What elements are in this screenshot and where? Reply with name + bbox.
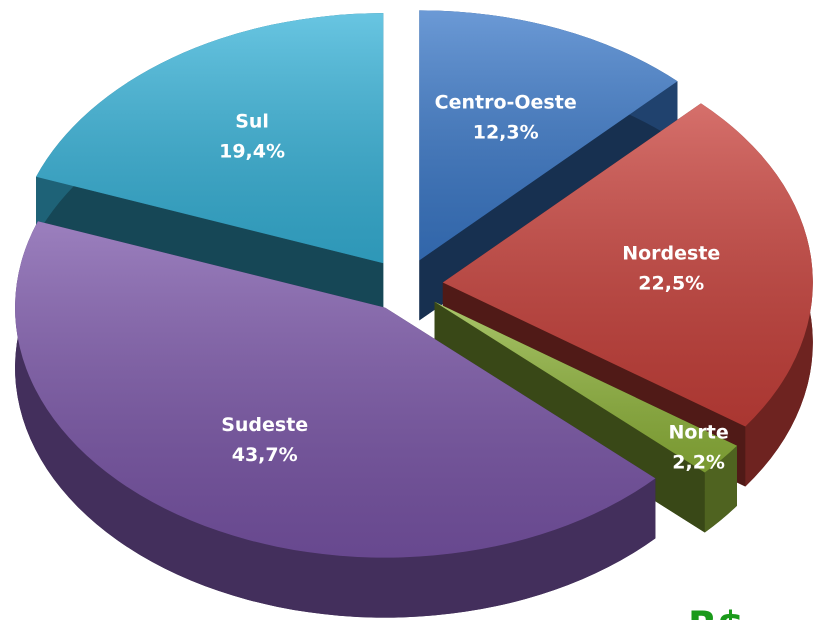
- slice-shine: [15, 221, 656, 558]
- slice-label: Sudeste: [221, 414, 308, 436]
- value-label: 19,4%: [219, 141, 285, 163]
- slice-wall: [704, 445, 737, 533]
- pie: Centro-Oeste 12,3% Nordeste 22,5% Norte 2,2% S…: [15, 10, 813, 618]
- slice-shine: [434, 301, 737, 473]
- value-label: 43,7%: [232, 444, 298, 466]
- annotation: R$: [688, 604, 744, 620]
- slice-label: Nordeste: [622, 243, 720, 265]
- slice-label: Centro-Oeste: [435, 91, 577, 113]
- slice-shine: [419, 10, 678, 261]
- value-label: 12,3%: [473, 121, 539, 143]
- slice-shine: [36, 13, 384, 264]
- value-label: 22,5%: [638, 273, 704, 295]
- slice-shine: [442, 103, 813, 427]
- slice-label: Sul: [235, 111, 269, 133]
- slice-wall: [15, 221, 656, 618]
- slice-label: Norte: [668, 421, 728, 443]
- value-label: 2,2%: [672, 451, 725, 473]
